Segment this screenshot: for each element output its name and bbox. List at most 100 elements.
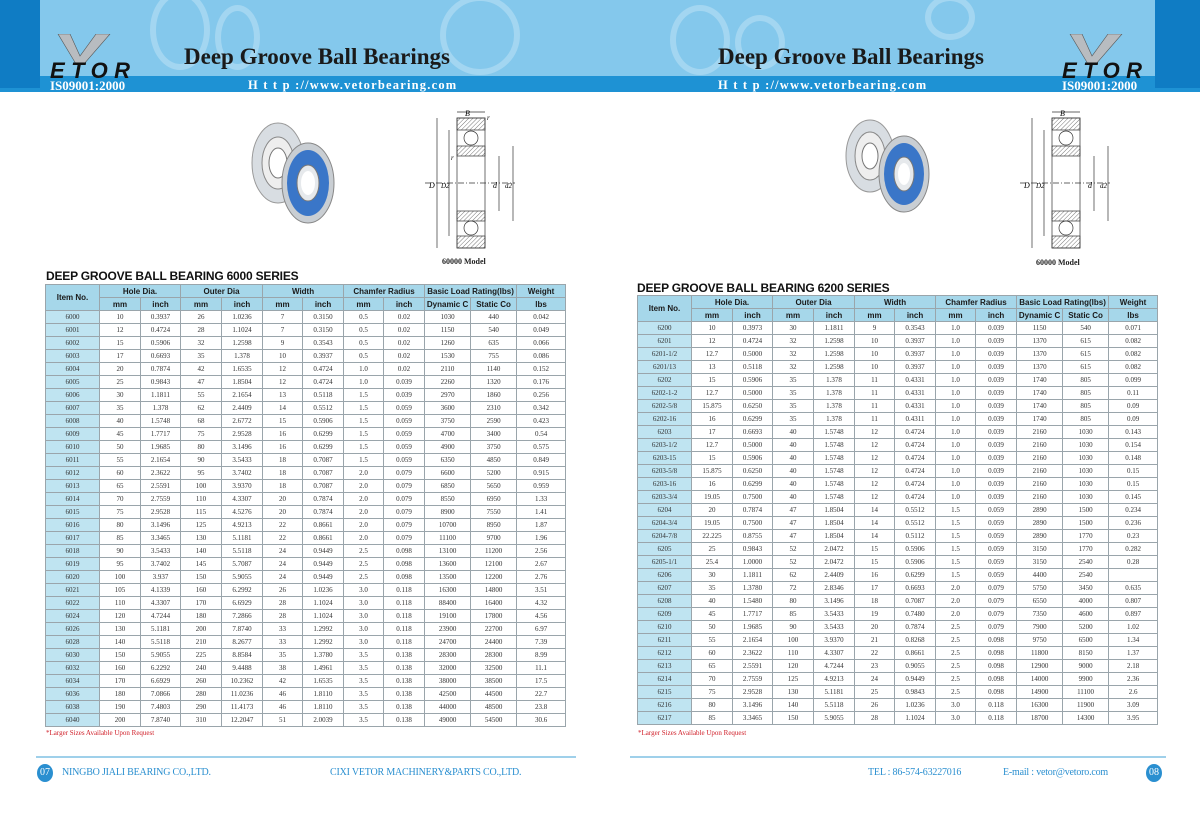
cell-item-no: 6203-15: [637, 451, 692, 465]
table-row: 6203-15 15 0.5906 40 1.5748 12 0.4724 1.0 0.039 2…: [637, 451, 1159, 465]
cell-hole-mm: 30: [691, 568, 733, 582]
cell-dynamic-c: 44000: [424, 700, 472, 714]
cell-item-no: 6203-5/8: [637, 464, 692, 478]
cell-weight-lbs: 1.02: [1108, 620, 1159, 634]
header-strip-left: [0, 76, 600, 92]
cell-static-co: 805: [1062, 412, 1110, 426]
cell-width-mm: 7: [262, 310, 304, 324]
cell-outer-mm: 115: [180, 505, 223, 519]
cell-width-mm: 15: [262, 414, 304, 428]
cell-dynamic-c: 2160: [1016, 451, 1064, 465]
cell-static-co: 14300: [1062, 711, 1110, 725]
cell-item-no: 6006: [45, 388, 100, 402]
cell-item-no: 6201-1/2: [637, 347, 692, 361]
cell-item-no: 6017: [45, 531, 100, 545]
cell-chamfer-inch: 0.039: [975, 386, 1018, 400]
cell-hole-inch: 7.4803: [139, 700, 182, 714]
table-row: 6209 45 1.7717 85 3.5433 19 0.7480 2.0 0.079 7350…: [637, 607, 1159, 621]
cell-outer-inch: 5.5118: [221, 544, 264, 558]
cell-item-no: 6018: [45, 544, 100, 558]
cell-chamfer-inch: 0.059: [383, 427, 426, 441]
cell-width-inch: 1.2992: [302, 622, 345, 636]
iso-certification: IS09001:2000: [50, 78, 126, 93]
cell-outer-mm: 310: [180, 713, 223, 727]
cell-outer-mm: 32: [772, 334, 815, 348]
cell-width-inch: 0.4724: [894, 464, 937, 478]
cell-chamfer-inch: 0.118: [975, 698, 1018, 712]
label-r: r: [487, 114, 490, 122]
table-title-6000: DEEP GROOVE BALL BEARING 6000 SERIES: [46, 269, 299, 283]
cell-weight-lbs: 0.099: [1108, 373, 1159, 387]
cell-chamfer-inch: 0.02: [383, 323, 426, 337]
cell-width-mm: 22: [854, 646, 896, 660]
cell-hole-inch: 4.1339: [139, 583, 182, 597]
cell-chamfer-mm: 1.0: [935, 360, 977, 374]
cell-item-no: 6202-16: [637, 412, 692, 426]
cell-outer-inch: 5.1181: [813, 685, 856, 699]
cell-outer-inch: 3.5433: [813, 607, 856, 621]
cell-dynamic-c: 1030: [424, 310, 472, 324]
iso-certification: IS09001:2000: [1062, 78, 1138, 93]
cell-chamfer-mm: 1.0: [935, 438, 977, 452]
cell-hole-mm: 19.05: [691, 490, 733, 504]
email[interactable]: E-mail : vetor@vetoro.com: [1003, 767, 1109, 778]
label-d2-outer: D2: [440, 182, 450, 190]
cell-dynamic-c: 5750: [1016, 581, 1064, 595]
cell-outer-inch: 1.378: [221, 349, 264, 363]
cell-width-inch: 0.4724: [894, 490, 937, 504]
cell-hole-inch: 0.5118: [731, 360, 774, 374]
cell-outer-inch: 8.8584: [221, 648, 264, 662]
cell-width-inch: 0.5906: [894, 555, 937, 569]
cell-dynamic-c: 13500: [424, 570, 472, 584]
cell-item-no: 6010: [45, 440, 100, 454]
header-load: Basic Load Rating(lbs): [1016, 295, 1110, 309]
cell-chamfer-mm: 1.0: [935, 412, 977, 426]
cell-width-inch: 1.4961: [302, 661, 345, 675]
cell-outer-mm: 75: [180, 427, 223, 441]
cell-hole-mm: 95: [99, 557, 141, 571]
cell-dynamic-c: 4700: [424, 427, 472, 441]
table-row: 6214 70 2.7559 125 4.9213 24 0.9449 2.5 0.098 140…: [637, 672, 1159, 686]
cell-dynamic-c: 2160: [1016, 464, 1064, 478]
table-row: 6012 60 2.3622 95 3.7402 18 0.7087 2.0 0.079 6600…: [45, 466, 567, 480]
cell-chamfer-mm: 1.0: [343, 362, 385, 376]
cell-chamfer-mm: 3.0: [343, 622, 385, 636]
cell-item-no: 6012: [45, 466, 100, 480]
cell-outer-inch: 1.8504: [813, 529, 856, 543]
cell-weight-lbs: 0.54: [516, 427, 567, 441]
cell-width-mm: 25: [854, 685, 896, 699]
cell-hole-mm: 15.875: [691, 464, 733, 478]
cell-width-mm: 9: [262, 336, 304, 350]
cell-outer-inch: 12.2047: [221, 713, 264, 727]
website-url[interactable]: H t t p ://www.vetorbearing.com: [718, 78, 928, 92]
cell-chamfer-mm: 2.5: [343, 557, 385, 571]
cell-outer-inch: 3.1496: [221, 440, 264, 454]
cell-static-co: 2540: [1062, 555, 1110, 569]
cell-chamfer-inch: 0.02: [383, 349, 426, 363]
table-row: 6203-3/4 19.05 0.7500 40 1.5748 12 0.4724 1.0 0.…: [637, 490, 1159, 504]
website-url[interactable]: H t t p ://www.vetorbearing.com: [248, 78, 458, 92]
cell-width-mm: 12: [854, 490, 896, 504]
cell-item-no: 6201: [637, 334, 692, 348]
cell-hole-inch: 1.5748: [139, 414, 182, 428]
cell-item-no: 6215: [637, 685, 692, 699]
subheader-hole-mm: mm: [99, 297, 141, 311]
cell-chamfer-inch: 0.138: [383, 661, 426, 675]
cell-width-inch: 1.3780: [302, 648, 345, 662]
cell-hole-mm: 105: [99, 583, 141, 597]
cell-static-co: 1030: [1062, 425, 1110, 439]
cell-hole-inch: 0.6250: [731, 464, 774, 478]
cell-weight-lbs: 0.042: [516, 310, 567, 324]
cell-chamfer-mm: 1.5: [343, 401, 385, 415]
cell-chamfer-mm: 1.5: [343, 453, 385, 467]
cell-dynamic-c: 6600: [424, 466, 472, 480]
cell-hole-mm: 150: [99, 648, 141, 662]
cell-outer-inch: 3.9370: [221, 479, 264, 493]
cell-hole-mm: 12: [99, 323, 141, 337]
table-row: 6206 30 1.1811 62 2.4409 16 0.6299 1.5 0.059 4400…: [637, 568, 1159, 582]
cell-chamfer-mm: 1.5: [343, 440, 385, 454]
bearing-cross-section-diagram: B r r D D2 d d2: [425, 109, 515, 249]
cell-outer-mm: 120: [772, 659, 815, 673]
cell-chamfer-inch: 0.039: [975, 373, 1018, 387]
header-hole: Hole Dia.: [690, 295, 774, 309]
